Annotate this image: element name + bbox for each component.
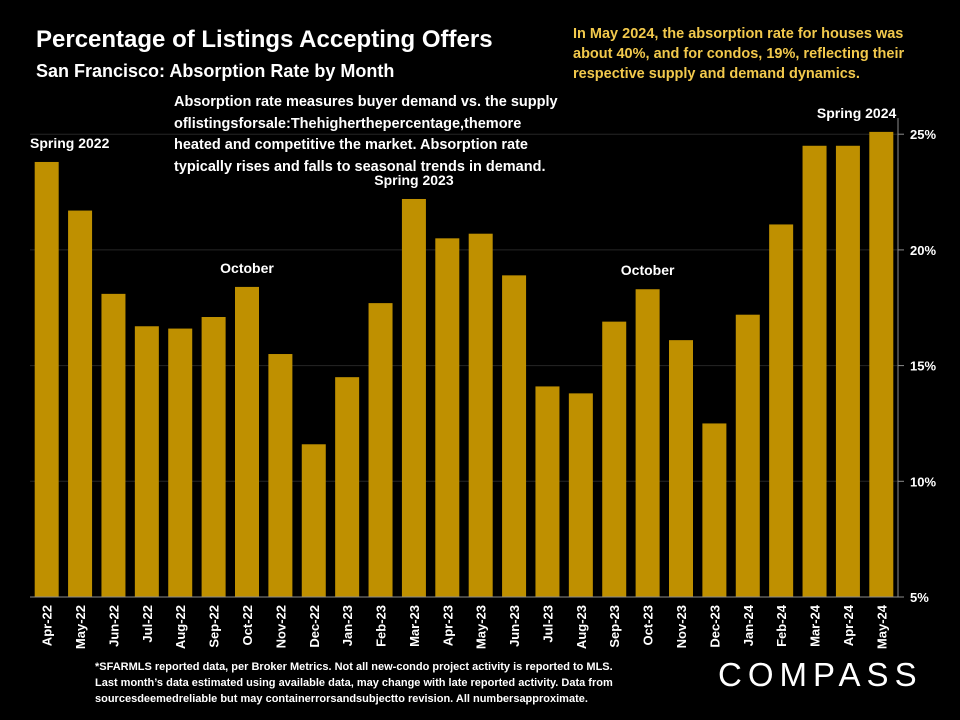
absorption-note: Absorption rate measures buyer demand vs… — [174, 92, 614, 178]
bar-jan-23 — [335, 377, 360, 597]
x-tick-label: Jul-22 — [140, 605, 155, 643]
bar-oct-22 — [235, 286, 259, 597]
x-tick-label: Jun-22 — [106, 605, 121, 647]
x-tick-label: Jun-23 — [507, 605, 522, 647]
bar-apr-23 — [435, 238, 460, 598]
bar-annotation: Spring 2024 — [817, 105, 897, 121]
y-tick-label: 20% — [910, 243, 936, 258]
x-tick-label: Feb-24 — [774, 604, 789, 647]
x-tick-label: Feb-23 — [374, 605, 389, 647]
footnote: *SFARMLS reported data, per Broker Metri… — [95, 659, 695, 707]
x-tick-label: Nov-23 — [674, 605, 689, 648]
x-tick-label: Mar-23 — [407, 605, 422, 647]
x-tick-label: Oct-22 — [240, 605, 255, 645]
summary-callout: In May 2024, the absorption rate for hou… — [573, 26, 905, 82]
page-subtitle: San Francisco: Absorption Rate by Month — [36, 61, 395, 81]
x-tick-label: Apr-22 — [40, 605, 55, 646]
bar-apr-22 — [34, 161, 59, 597]
y-tick-label: 5% — [910, 590, 929, 605]
bar-may-23 — [468, 233, 493, 597]
x-tick-label: Dec-22 — [307, 605, 322, 648]
note-line: Absorption rate measures buyer demand vs… — [174, 94, 558, 110]
bar-annotation: October — [621, 262, 675, 278]
x-tick-label: Nov-22 — [273, 605, 288, 648]
bar-nov-23 — [669, 340, 693, 597]
axis-layer: 5% 10% 15% 20% 25% — [30, 118, 936, 605]
grid-layer — [30, 133, 898, 482]
x-tick-label: Jan-23 — [340, 605, 355, 646]
x-tick-label: May-23 — [474, 605, 489, 649]
note-line: heated and competitive the market. Absor… — [174, 137, 528, 153]
x-tick-label: May-24 — [874, 604, 889, 649]
x-tick-label: Dec-23 — [707, 605, 722, 648]
bar-annotation: Spring 2023 — [374, 172, 454, 188]
note-line: typically rises and falls to seasonal tr… — [174, 158, 546, 175]
bar-feb-23 — [368, 303, 393, 597]
x-tick-label: Sep-22 — [207, 605, 222, 648]
bar-layer — [34, 131, 894, 598]
bar-sep-23 — [602, 321, 627, 597]
bar-mar-23 — [401, 198, 426, 597]
x-tick-label: May-22 — [73, 605, 88, 649]
footnote-line: Last month’s data estimated using availa… — [95, 677, 613, 689]
bar-feb-24 — [769, 224, 794, 597]
footnote-line: *SFARMLS reported data, per Broker Metri… — [95, 661, 613, 673]
bar-jul-22 — [134, 326, 159, 597]
bar-annotation: October — [220, 260, 274, 276]
footnote-line: sourcesdeemedreliable but may containerr… — [95, 693, 588, 705]
x-tick-label: Aug-22 — [173, 605, 188, 649]
y-tick-label: 10% — [910, 474, 936, 489]
bar-dec-23 — [702, 423, 727, 597]
x-tick-label: Oct-23 — [641, 605, 656, 645]
bar-nov-22 — [268, 354, 293, 597]
bar-aug-23 — [568, 393, 593, 597]
bar-dec-22 — [301, 444, 326, 597]
x-tick-label: Apr-24 — [841, 604, 856, 646]
compass-logo: COMPASS — [718, 656, 923, 693]
bar-may-24 — [869, 131, 894, 597]
y-tick-label: 25% — [910, 127, 936, 142]
x-tick-label: Jul-23 — [540, 605, 555, 643]
bar-aug-22 — [168, 328, 193, 597]
y-tick-label: 15% — [910, 359, 936, 374]
x-tick-label: Sep-23 — [607, 605, 622, 648]
bar-apr-24 — [835, 145, 860, 597]
x-tick-label: Mar-24 — [808, 604, 823, 647]
x-tick-label: Aug-23 — [574, 605, 589, 649]
bar-annotation: Spring 2022 — [30, 135, 110, 151]
bar-sep-22 — [201, 317, 226, 597]
label-layer: Apr-22 May-22 Jun-22 Jul-22 Aug-22 Sep-22 Oct-… — [30, 105, 897, 649]
bar-mar-24 — [802, 145, 827, 597]
bar-jul-23 — [535, 386, 560, 597]
x-tick-label: Apr-23 — [440, 605, 455, 646]
bar-jun-22 — [101, 293, 126, 597]
note-line: oflistingsforsale:Thehigherthepercentage… — [174, 115, 522, 132]
bar-may-22 — [68, 210, 93, 598]
x-tick-label: Jan-24 — [741, 604, 756, 646]
bar-jan-24 — [735, 314, 760, 597]
bar-oct-23 — [635, 289, 660, 597]
page-title: Percentage of Listings Accepting Offers — [36, 26, 493, 53]
bar-jun-23 — [502, 275, 527, 597]
